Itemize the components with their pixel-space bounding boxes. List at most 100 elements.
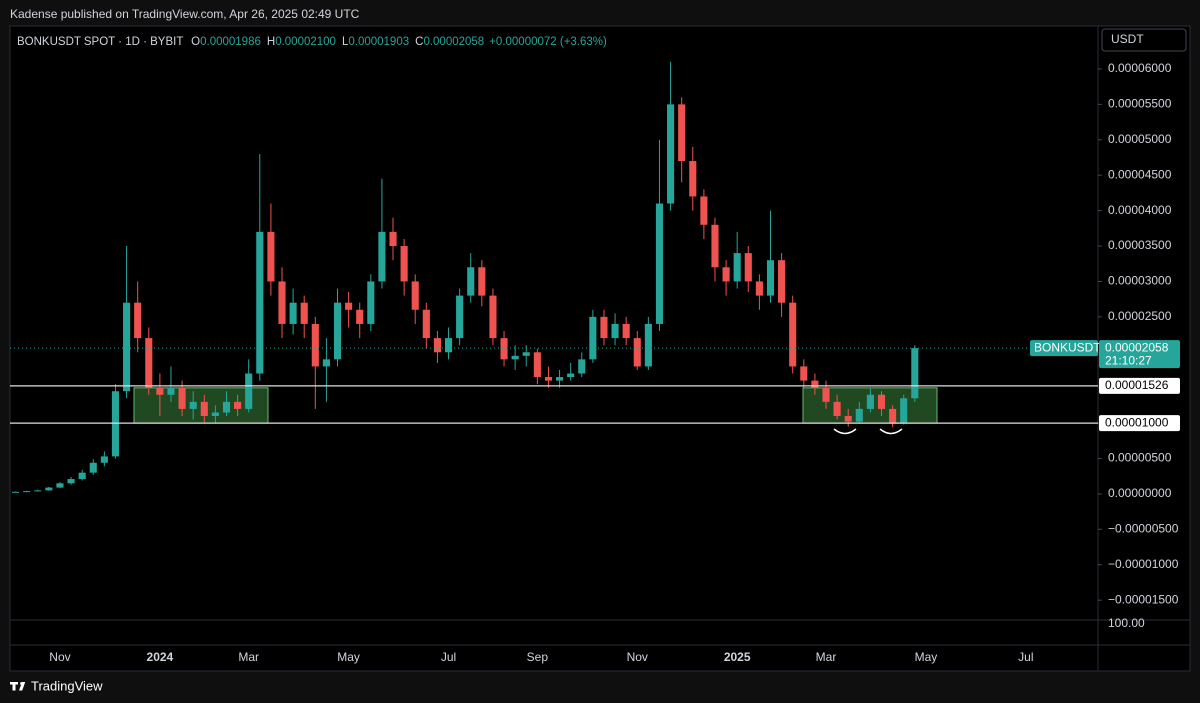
- candle-body: [567, 373, 575, 378]
- candle-body: [489, 295, 497, 339]
- y-tick-label: 0.00005000: [1108, 132, 1172, 146]
- pattern-arc: [833, 428, 857, 435]
- candle-body: [877, 394, 886, 409]
- candle-body: [100, 456, 108, 463]
- countdown-label: 21:10:27: [1105, 353, 1152, 367]
- candle-body: [378, 231, 386, 282]
- candle-body: [211, 412, 219, 417]
- candle-body: [289, 302, 297, 324]
- candle-body: [911, 348, 919, 399]
- candle-body: [833, 401, 841, 417]
- x-tick-label: 2025: [724, 650, 751, 664]
- candle-body: [855, 408, 863, 422]
- candle-body: [389, 231, 397, 247]
- candle-body: [478, 267, 486, 296]
- candle-body: [800, 366, 808, 381]
- y-tick-label: 0.00000000: [1108, 486, 1172, 500]
- y-tick-label: −0.00001500: [1108, 592, 1179, 606]
- candle-body: [200, 401, 208, 417]
- ohlc-key: O: [191, 36, 200, 48]
- publish-header: Kadense published on TradingView.com, Ap…: [10, 7, 360, 21]
- candle-body: [655, 203, 664, 324]
- candle-body: [67, 479, 75, 484]
- y-tick-label: 0.00003000: [1108, 274, 1172, 288]
- level-label-box: [1099, 415, 1180, 432]
- candle-body: [156, 387, 164, 395]
- currency-label[interactable]: USDT: [1111, 32, 1144, 46]
- candle-body: [278, 281, 286, 324]
- last-price-box: [1099, 340, 1180, 369]
- candle-body: [744, 253, 752, 282]
- change-value: +0.00000072 (+3.63%): [489, 36, 607, 48]
- y-tick-label: 0.00004000: [1108, 203, 1172, 217]
- candle-body: [222, 401, 231, 413]
- x-tick-label: Sep: [527, 650, 549, 664]
- candle-body: [322, 359, 330, 367]
- candle-body: [23, 491, 31, 493]
- candle-body: [311, 323, 319, 367]
- candle-body: [644, 323, 652, 367]
- candle-body: [500, 338, 508, 360]
- logo-dot: [20, 682, 23, 685]
- footer-brand: TradingView: [31, 678, 103, 693]
- candle-body: [900, 398, 908, 424]
- candle-body: [511, 355, 519, 360]
- symbol-text: BONKUSDT SPOT · 1D · BYBIT: [17, 36, 183, 48]
- candle-body: [667, 104, 675, 204]
- level-label: 0.00001526: [1105, 378, 1169, 392]
- x-tick-label: Jul: [441, 650, 456, 664]
- candle-body: [689, 161, 697, 197]
- level-label-box: [1099, 377, 1180, 394]
- candle-body: [533, 352, 541, 378]
- candle-body: [766, 260, 775, 296]
- candle-body: [600, 316, 608, 339]
- y-tick-label: 0.00000500: [1108, 451, 1172, 465]
- symbol-tag-box: [1030, 340, 1098, 357]
- candle-body: [189, 401, 197, 409]
- y-tick-label: −0.00000500: [1108, 522, 1179, 536]
- candle-body: [123, 302, 131, 392]
- candle-body: [711, 224, 719, 268]
- candle-body: [678, 104, 686, 162]
- candle-body: [345, 302, 353, 310]
- ohlc-key: C: [415, 36, 423, 48]
- candle-body: [11, 491, 20, 493]
- ohlc-value: 0.00002100: [275, 36, 336, 48]
- candle-body: [722, 267, 730, 282]
- sub-pane-label: 100.00: [1108, 616, 1145, 630]
- candle-body: [844, 416, 852, 422]
- ohlc-value: 0.00001903: [348, 36, 409, 48]
- candle-body: [45, 487, 53, 491]
- candle-body: [433, 338, 441, 353]
- y-tick-label: 0.00003500: [1108, 238, 1172, 252]
- ohlc-value: 0.00002058: [423, 36, 484, 48]
- candle-body: [167, 387, 175, 395]
- y-tick-label: 0.00004500: [1108, 167, 1172, 181]
- candle-body: [866, 394, 874, 409]
- currency-button[interactable]: [1101, 28, 1187, 52]
- footer-logo: [10, 682, 26, 691]
- level-label: 0.00001000: [1105, 415, 1169, 429]
- candle-body: [633, 338, 641, 367]
- candle-body: [367, 281, 375, 324]
- candle-body: [245, 373, 253, 409]
- ohlc-value: 0.00001986: [200, 36, 261, 48]
- ohlc-key: L: [342, 36, 349, 48]
- x-tick-label: Nov: [49, 650, 70, 664]
- y-tick-label: 0.00006000: [1108, 61, 1172, 75]
- x-tick-label: Mar: [238, 650, 259, 664]
- candle-body: [256, 231, 264, 374]
- ohlc-key: H: [267, 36, 275, 48]
- x-tick-label: 2024: [147, 650, 174, 664]
- candle-body: [589, 316, 597, 360]
- y-tick-label: −0.00001000: [1108, 557, 1179, 571]
- candle-body: [622, 323, 630, 339]
- candle-body: [733, 253, 741, 282]
- candle-body: [811, 380, 819, 388]
- symbol-tag: BONKUSDT: [1034, 340, 1101, 354]
- symbol-legend: BONKUSDT SPOT · 1D · BYBIT O0.00001986 H0.…: [17, 36, 607, 48]
- candle-body: [111, 391, 120, 457]
- candle-body: [422, 309, 430, 339]
- last-price-label: 0.00002058: [1105, 340, 1169, 354]
